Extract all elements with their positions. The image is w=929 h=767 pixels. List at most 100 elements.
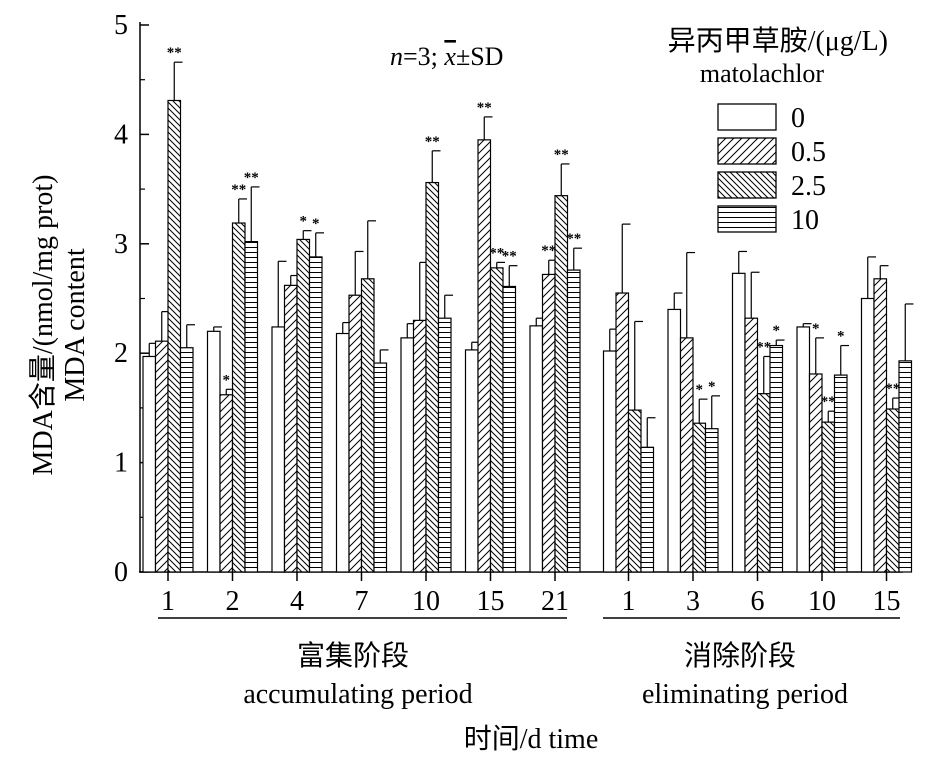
- bar: [167, 99, 182, 573]
- bar: [360, 278, 375, 573]
- x-tick-label: 21: [541, 586, 569, 617]
- y-axis-label-en: MDA content: [60, 248, 91, 401]
- bar: [640, 446, 655, 573]
- bar: [437, 317, 452, 573]
- bars: ******** ********* ******* **** ******: [142, 45, 914, 573]
- x-tick-label: 4: [290, 586, 304, 617]
- x-tick-label: 7: [355, 586, 369, 617]
- bar: [731, 272, 746, 573]
- bar: [821, 421, 836, 573]
- legend-swatch: [717, 171, 777, 199]
- significance-mark: **: [821, 394, 836, 410]
- bar: [412, 319, 427, 573]
- significance-mark: *: [223, 372, 231, 388]
- bar: [464, 349, 479, 573]
- legend-label: 2.5: [791, 171, 826, 202]
- bar: [541, 273, 556, 573]
- sample-size-note: n=3; x±SD: [390, 42, 503, 71]
- significance-mark: **: [477, 100, 492, 116]
- significance-mark: **: [756, 339, 771, 355]
- bar: [283, 284, 298, 573]
- y-tick-label: 1: [114, 448, 128, 479]
- bar: [529, 325, 544, 573]
- bar: [627, 409, 642, 573]
- group-label-eliminating-cn: 消除阶段: [684, 640, 796, 672]
- significance-mark: **: [231, 182, 246, 198]
- legend-swatch: [717, 137, 777, 165]
- bar: [425, 181, 440, 573]
- bar: [898, 360, 913, 573]
- y-tick-label: 2: [114, 338, 128, 369]
- group-label-accumulating-cn: 富集阶段: [297, 640, 409, 672]
- x-tick-label: 1: [622, 586, 636, 617]
- bar: [489, 267, 504, 573]
- legend-label: 0.5: [791, 137, 826, 168]
- significance-mark: **: [167, 45, 182, 61]
- bar: [566, 269, 581, 573]
- x-tick-label: 1: [161, 586, 175, 617]
- x-tick-label: 2: [226, 586, 240, 617]
- bar: [833, 374, 848, 573]
- bar: [142, 355, 157, 573]
- significance-mark: *: [300, 214, 308, 230]
- significance-mark: *: [708, 379, 716, 395]
- bar: [335, 332, 350, 573]
- n-symbol: n: [390, 42, 403, 71]
- n-equals: =3;: [403, 42, 444, 71]
- bar: [860, 297, 875, 573]
- x-tick-label: 10: [412, 586, 440, 617]
- y-tick-label: 4: [114, 119, 128, 150]
- y-tick-label: 3: [114, 229, 128, 260]
- significance-mark: **: [244, 170, 259, 186]
- legend-swatch: [717, 103, 777, 131]
- bar: [602, 350, 617, 573]
- bar: [400, 337, 415, 573]
- legend-title-en: matolachlor: [700, 59, 825, 88]
- x-tick-label: 3: [686, 586, 700, 617]
- bar: [769, 344, 784, 573]
- bar: [679, 337, 694, 573]
- bar: [796, 326, 811, 573]
- significance-mark: *: [837, 329, 845, 345]
- bar: [206, 330, 221, 573]
- bar: [154, 340, 169, 573]
- significance-mark: **: [489, 245, 504, 261]
- legend-swatch: [717, 205, 777, 233]
- legend: 00.52.510: [717, 103, 826, 236]
- bar: [744, 317, 759, 573]
- x-tick-label: 15: [477, 586, 505, 617]
- bar: [219, 394, 234, 573]
- y-tick-label: 5: [114, 10, 128, 41]
- legend-label: 0: [791, 103, 805, 134]
- bar: [554, 195, 569, 573]
- bar: [308, 256, 323, 573]
- y-ticks: 0 1 2 3 4 5: [114, 10, 149, 588]
- significance-mark: *: [812, 321, 820, 337]
- significance-mark: **: [541, 243, 556, 259]
- bar: [231, 222, 246, 573]
- legend-title-cn: 异丙甲草胺/(μg/L): [668, 25, 888, 57]
- bar: [885, 408, 900, 573]
- significance-mark: **: [502, 249, 517, 265]
- bar: [296, 238, 311, 573]
- x-tick-label: 6: [751, 586, 765, 617]
- y-axis-label-cn: MDA含量/(nmol/mg prot): [27, 175, 59, 476]
- legend-label: 10: [791, 205, 819, 236]
- mean-symbol: x: [443, 42, 456, 71]
- bar: [179, 347, 194, 573]
- bar: [873, 278, 888, 573]
- bar: [502, 285, 517, 573]
- bar: [348, 294, 363, 573]
- x-tick-label: 15: [873, 586, 901, 617]
- bar: [373, 362, 388, 573]
- bar: [704, 428, 719, 573]
- x-tick-labels: 1 2 4 7 10 15 21 1 3 6 10 15: [161, 572, 901, 617]
- bar: [667, 308, 682, 573]
- group-label-accumulating-en: accumulating period: [243, 679, 472, 710]
- bar: [756, 393, 771, 573]
- significance-mark: **: [885, 381, 900, 397]
- bar: [244, 241, 259, 573]
- significance-mark: *: [773, 323, 781, 339]
- x-tick-label: 10: [808, 586, 836, 617]
